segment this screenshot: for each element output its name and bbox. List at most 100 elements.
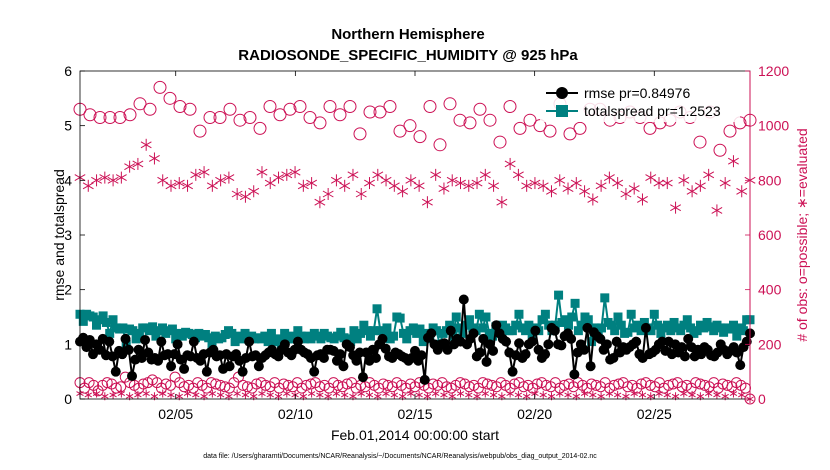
obs-evaluated-point [347, 168, 359, 181]
totalspread-point [488, 331, 498, 341]
totalspread-point [204, 333, 214, 343]
obs-evaluated-stroke [314, 198, 326, 206]
obs-evaluated-stroke [562, 185, 574, 192]
obs-possible-point [643, 121, 657, 135]
y-axis-right-label: # of obs: o=possible; ∗=evaluated [794, 128, 810, 341]
obs-evaluated-point-low [216, 390, 225, 399]
obs-evaluated-stroke [239, 193, 251, 201]
totalspread-point [596, 323, 606, 333]
rmse-point [549, 325, 560, 336]
obs-evaluated-point-low [266, 390, 274, 399]
obs-evaluated-point [173, 177, 185, 190]
obs-evaluated-point-low [613, 390, 622, 399]
totalspread-point [359, 320, 369, 330]
obs-evaluated-stroke [258, 391, 266, 396]
obs-evaluated-stroke [479, 171, 491, 179]
y-left-tick-label: 0 [64, 391, 72, 407]
obs-evaluated-point [645, 171, 657, 184]
plot-marks [73, 80, 757, 405]
obs-evaluated-point [124, 160, 136, 173]
rmse-point [127, 371, 138, 382]
obs-evaluated-point [488, 179, 500, 192]
obs-evaluated-point [595, 179, 607, 192]
obs-evaluated-point [182, 179, 194, 192]
obs-evaluated-point-low [605, 389, 614, 398]
obs-evaluated-point-low [489, 390, 498, 399]
obs-evaluated-stroke [546, 187, 557, 195]
totalspread-point [336, 327, 346, 337]
obs-evaluated-stroke [736, 187, 748, 195]
obs-evaluated-point [140, 138, 152, 151]
obs-evaluated-stroke [729, 391, 738, 396]
totalspread-point [445, 320, 455, 330]
obs-evaluated-point-low [506, 389, 514, 398]
obs-evaluated-point [107, 174, 119, 187]
obs-evaluated-stroke [448, 393, 456, 399]
totalspread-point [514, 309, 524, 319]
obs-evaluated-point-low [415, 390, 423, 399]
totalspread-point [78, 316, 88, 326]
obs-evaluated-point-low [84, 390, 93, 399]
rmse-point [172, 339, 183, 350]
obs-evaluated-stroke [109, 392, 117, 398]
rmse-point [201, 366, 212, 377]
legend-rmse-label: rmse pr=0.84976 [584, 85, 690, 101]
rmse-point [445, 325, 456, 336]
totalspread-point [316, 334, 326, 344]
totalspread-point [587, 337, 597, 347]
totalspread-point [511, 320, 521, 330]
x-tick-label: 02/15 [397, 406, 432, 422]
rmse-point [344, 342, 355, 353]
rmse-point [104, 336, 115, 347]
obs-evaluated-stroke [223, 174, 235, 182]
obs-possible-point [193, 124, 207, 138]
obs-possible-point [243, 110, 257, 124]
obs-evaluated-point [529, 177, 541, 190]
totalspread-point [105, 328, 115, 338]
obs-evaluated-stroke [580, 391, 589, 396]
obs-evaluated-point-low [456, 389, 465, 398]
obs-possible-point [293, 100, 307, 114]
obs-possible-point [383, 100, 397, 114]
totalspread-point [554, 290, 564, 300]
obs-evaluated-stroke [630, 391, 638, 396]
obs-evaluated-point-low [514, 390, 523, 399]
obs-evaluated-point [289, 166, 301, 179]
obs-evaluated-point [223, 171, 235, 184]
totalspread-point [260, 331, 270, 341]
totalspread-point [293, 326, 303, 336]
obs-evaluated-point [322, 188, 334, 200]
obs-evaluated-stroke [175, 393, 183, 399]
obs-evaluated-point [579, 185, 591, 198]
obs-evaluated-point-low [539, 390, 547, 399]
obs-evaluated-stroke [413, 182, 425, 190]
obs-evaluated-stroke [340, 392, 349, 398]
legend-spread-label: totalspread pr=1.2523 [584, 103, 721, 119]
obs-evaluated-point [372, 168, 384, 181]
totalspread-point [356, 328, 366, 338]
obs-evaluated-point-low [589, 390, 597, 399]
obs-evaluated-point [711, 204, 723, 217]
obs-evaluated-point [719, 177, 731, 190]
totalspread-point [402, 334, 412, 344]
y-right-tick-label: 600 [758, 227, 782, 243]
obs-evaluated-stroke [355, 190, 367, 198]
totalspread-point [418, 337, 428, 347]
rmse-point [679, 351, 690, 362]
totalspread-point [98, 311, 108, 321]
obs-evaluated-stroke [339, 182, 351, 190]
obs-evaluated-point [521, 179, 533, 192]
totalspread-point [666, 326, 676, 336]
obs-evaluated-point-low [688, 390, 696, 399]
obs-possible-point [103, 110, 117, 124]
totalspread-point [686, 323, 696, 333]
obs-possible-point [563, 127, 577, 141]
totalspread-point [709, 326, 719, 336]
obs-evaluated-point [339, 179, 351, 192]
rmse-point [156, 336, 167, 347]
obs-evaluated-point [215, 174, 227, 187]
totalspread-point [577, 320, 587, 330]
obs-evaluated-stroke [671, 393, 680, 399]
obs-evaluated-stroke [514, 392, 523, 398]
rmse-point [601, 339, 612, 350]
